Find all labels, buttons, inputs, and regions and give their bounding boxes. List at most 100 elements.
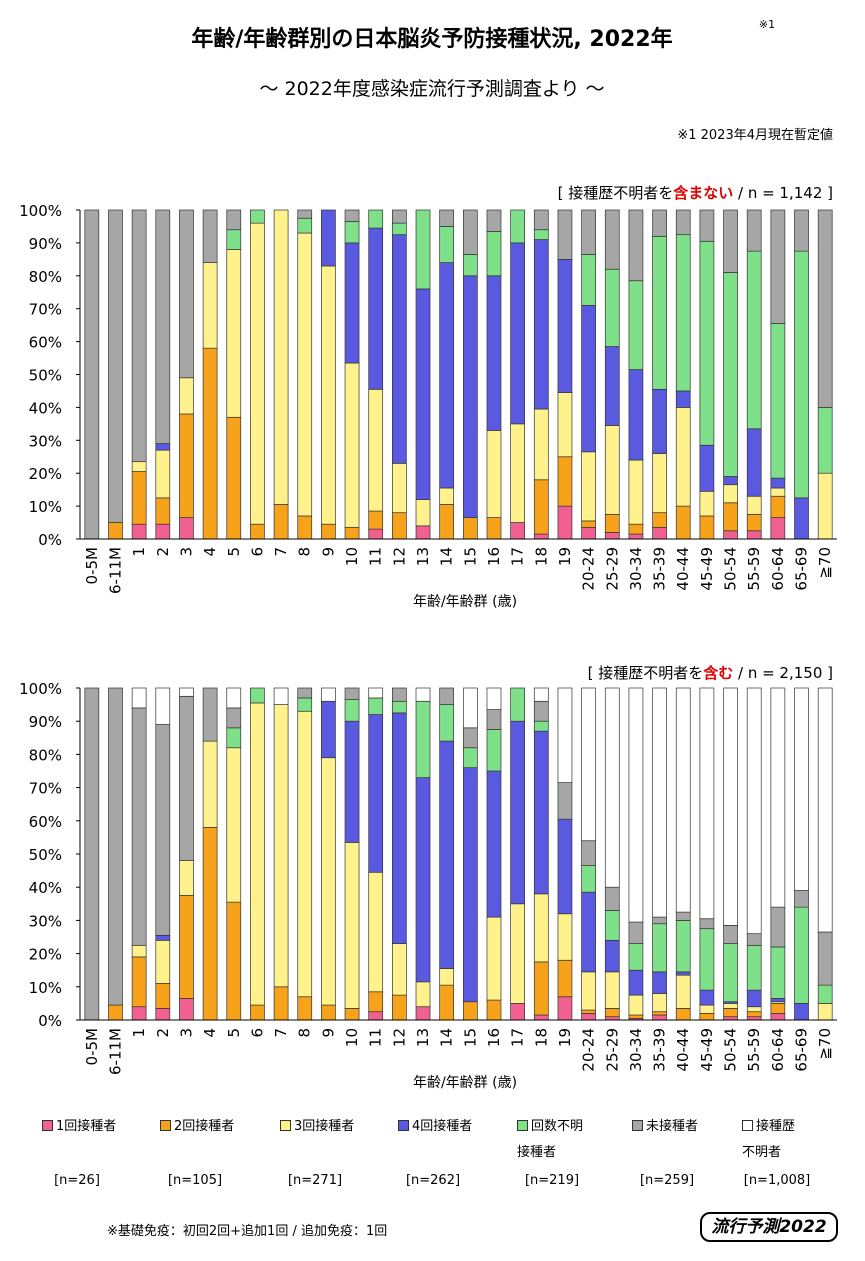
bar-segment	[817, 984, 833, 1004]
bar-segment	[344, 687, 360, 700]
bar-segment	[699, 928, 715, 991]
bar-segment	[699, 209, 715, 242]
annotation: [ 接種歴不明者を含む / n = 2,150 ]	[588, 664, 833, 682]
y-tick-label: 10%	[29, 979, 62, 997]
y-tick-label: 60%	[29, 813, 62, 831]
bar-segment	[817, 472, 833, 540]
bar-segment	[462, 254, 478, 277]
bar-segment	[723, 925, 738, 944]
x-axis-label: 年齢/年齢群 (歳)	[413, 594, 517, 610]
bar-segment	[604, 1008, 620, 1018]
bar-segment	[746, 1011, 762, 1018]
x-axis-label: 年齢/年齢群 (歳)	[413, 1075, 517, 1091]
bar-segment	[250, 702, 265, 1006]
bar-segment	[699, 1004, 715, 1014]
bar-segment	[794, 250, 809, 499]
x-tick-label: 12	[390, 1028, 408, 1047]
bar-segment	[486, 770, 502, 918]
x-tick-label: 11	[367, 547, 385, 566]
bar-segment	[486, 709, 502, 730]
bar-segment	[604, 687, 620, 888]
legend-count: [n=105]	[167, 1173, 223, 1188]
bar-segment	[510, 720, 525, 905]
bar-segment	[628, 459, 644, 525]
bar-segment	[557, 456, 573, 507]
bar-segment	[746, 933, 762, 946]
bar-segment	[675, 920, 691, 973]
bar-segment	[699, 1013, 715, 1021]
bar-segment	[155, 443, 171, 451]
bar-segment	[179, 895, 194, 999]
legend-label: 3回接種者	[294, 1119, 355, 1134]
bar-segment	[557, 687, 573, 783]
bar-segment	[510, 1003, 525, 1021]
bar-segment	[675, 971, 691, 976]
legend-item: 3回接種者	[280, 1114, 354, 1140]
bar-segment	[604, 971, 620, 1009]
bar-segment	[321, 757, 336, 1006]
bar-segment	[794, 497, 809, 540]
legend-item: 未接種者	[632, 1114, 698, 1140]
x-tick-label: 25-29	[603, 1028, 621, 1072]
y-tick-label: 0%	[38, 1012, 62, 1030]
bar-segment	[462, 275, 478, 518]
bar-segment	[415, 700, 431, 778]
bar-segment	[604, 532, 620, 540]
bar-segment	[486, 517, 502, 540]
bar-segment	[321, 523, 336, 540]
x-tick-label: 13	[414, 547, 432, 566]
bar-segment	[557, 259, 573, 393]
x-tick-label: 60-64	[769, 1028, 787, 1072]
bar-segment	[794, 1003, 809, 1021]
y-tick-label: 70%	[29, 301, 62, 319]
bar-segment	[746, 687, 762, 935]
bar-segment	[344, 699, 360, 722]
bar-segment	[321, 265, 336, 525]
subtitle: ～ 2022年度感染症流行予測調査より ～	[259, 78, 604, 100]
y-tick-label: 20%	[29, 946, 62, 964]
x-tick-label: 14	[438, 547, 456, 566]
bar-segment	[581, 891, 596, 973]
bar-segment	[746, 1006, 762, 1013]
x-tick-label: 6-11M	[106, 547, 124, 594]
bar-segment	[84, 687, 100, 1021]
bar-segment	[817, 931, 833, 986]
bar-segment	[131, 687, 147, 709]
bar-segment	[250, 1004, 265, 1021]
bar-segment	[392, 512, 407, 540]
bar-segment	[581, 520, 596, 528]
y-tick-label: 70%	[29, 780, 62, 798]
x-tick-label: 10	[343, 547, 361, 566]
legend-label: 4回接種者	[412, 1119, 473, 1134]
bar-segment	[486, 430, 502, 518]
bar-segment	[533, 1014, 549, 1021]
bar-segment	[817, 687, 833, 933]
bar-segment	[604, 939, 620, 973]
bar-segment	[84, 209, 100, 540]
bar-segment	[746, 989, 762, 1008]
bar-segment	[557, 996, 573, 1021]
bar-segment	[179, 377, 194, 415]
bar-segment	[533, 687, 549, 702]
y-tick-label: 90%	[29, 713, 62, 731]
bar-segment	[770, 906, 786, 948]
bar-segment	[604, 513, 620, 533]
x-tick-label: 6-11M	[106, 1028, 124, 1075]
legend-label: 1回接種者	[56, 1119, 117, 1134]
x-tick-label: 45-49	[698, 547, 716, 591]
bar-segment	[510, 687, 525, 722]
bar-segment	[723, 502, 738, 532]
legend-count: [n=271]	[287, 1173, 343, 1188]
bar-segment	[415, 209, 431, 290]
x-tick-label: 16	[485, 547, 503, 566]
bar-segment	[652, 209, 667, 237]
bar-segment	[226, 416, 242, 540]
bar-segment	[486, 687, 502, 710]
x-tick-label: ≧70	[816, 547, 834, 579]
bar-segment	[675, 209, 691, 236]
bar-segment	[273, 704, 289, 988]
bar-segment	[510, 242, 525, 425]
bar-segment	[628, 280, 644, 370]
y-tick-label: 80%	[29, 268, 62, 286]
bar-segment	[675, 390, 691, 408]
